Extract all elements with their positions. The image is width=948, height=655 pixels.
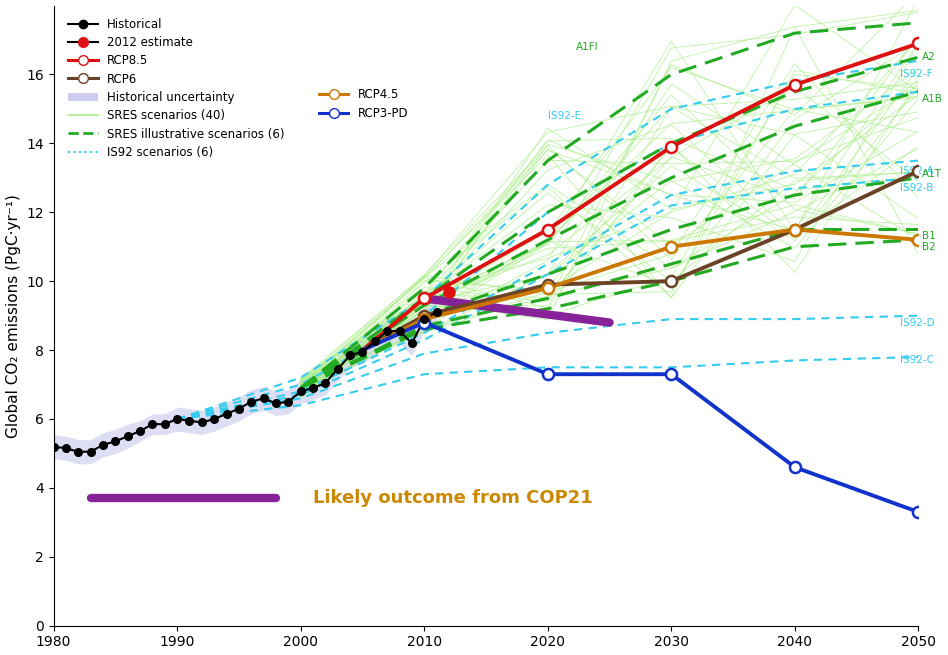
Text: IS92-D: IS92-D [900, 318, 935, 328]
Text: Likely outcome from COP21: Likely outcome from COP21 [313, 489, 592, 507]
Text: IS92-C: IS92-C [900, 356, 934, 365]
Text: IS92-F: IS92-F [900, 69, 933, 79]
Legend: , , RCP4.5, RCP3-PD: , , RCP4.5, RCP3-PD [319, 52, 409, 120]
Text: IS92-E: IS92-E [548, 111, 581, 121]
Text: A1T: A1T [922, 170, 942, 179]
Y-axis label: Global CO₂ emissions (PgC·yr⁻¹): Global CO₂ emissions (PgC·yr⁻¹) [6, 194, 21, 438]
Text: A1FI: A1FI [576, 42, 599, 52]
Text: B1: B1 [922, 231, 936, 242]
Text: IS92-B: IS92-B [900, 183, 933, 193]
Text: A2: A2 [922, 52, 936, 62]
Text: A1B: A1B [922, 94, 943, 103]
Text: IS92-A: IS92-A [900, 166, 934, 176]
Text: B2: B2 [922, 242, 936, 252]
